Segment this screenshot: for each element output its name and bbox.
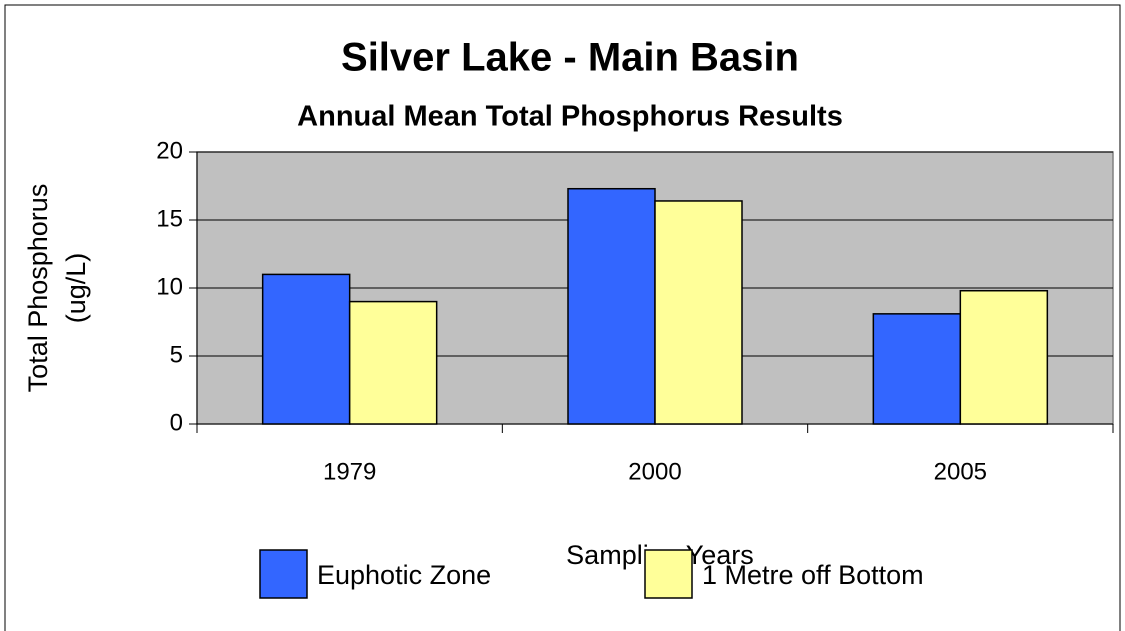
x-tick-label: 1979 (323, 458, 376, 485)
x-tick-label: 2005 (934, 458, 987, 485)
legend-label: Euphotic Zone (317, 560, 491, 590)
chart-title: Silver Lake - Main Basin (341, 36, 799, 80)
chart-subtitle: Annual Mean Total Phosphorus Results (297, 101, 843, 133)
legend-swatch (259, 549, 308, 599)
bar (872, 313, 962, 425)
bar (567, 187, 656, 425)
legend-label: 1 Metre off Bottom (702, 560, 924, 590)
y-axis-label: (ug/L) (61, 253, 91, 324)
y-tick-label: 15 (156, 205, 183, 232)
y-tick-label: 5 (170, 341, 183, 368)
y-tick-label: 10 (156, 273, 183, 300)
y-tick-label: 20 (156, 137, 183, 164)
x-tick-label: 2000 (628, 458, 681, 485)
bar (654, 200, 743, 425)
bar (348, 300, 438, 425)
legend-swatch (644, 549, 693, 599)
y-tick-label: 0 (170, 409, 183, 436)
bar (959, 289, 1049, 425)
bar (261, 273, 351, 425)
y-axis-label: Total Phosphorus (23, 184, 53, 393)
